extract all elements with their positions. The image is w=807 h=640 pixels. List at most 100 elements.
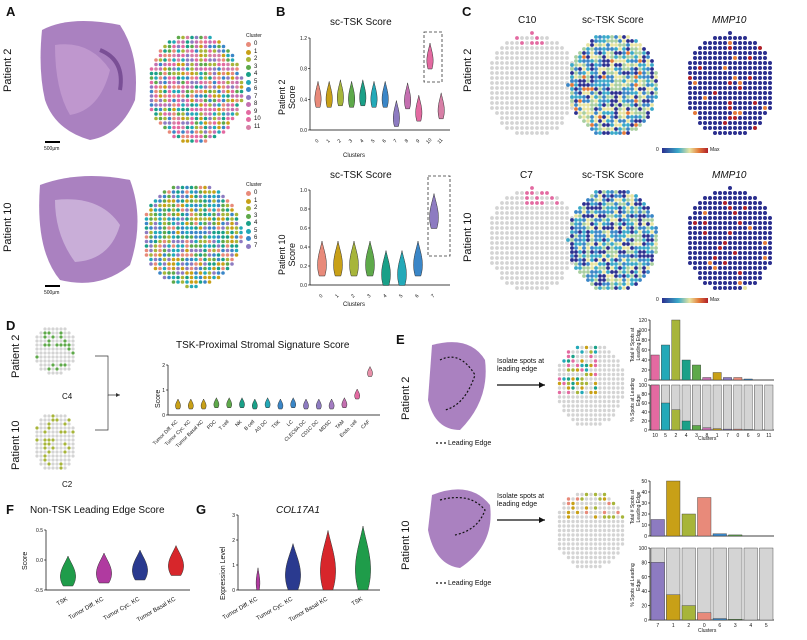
spot <box>733 226 737 230</box>
bracket-bottom <box>95 395 109 431</box>
spot <box>525 66 529 70</box>
spot <box>586 210 590 214</box>
spot <box>713 66 717 70</box>
spot <box>570 254 574 258</box>
spot <box>650 103 654 107</box>
d-xtick: TAM <box>334 419 345 430</box>
spot <box>589 408 593 413</box>
spot <box>582 246 586 250</box>
y-tick-label: 20 <box>641 604 647 610</box>
spot <box>580 381 584 386</box>
spot <box>500 231 504 235</box>
spot <box>500 71 504 75</box>
spot <box>203 199 207 203</box>
spot <box>221 244 225 248</box>
spot <box>688 226 692 230</box>
spot <box>748 86 752 90</box>
spot <box>560 201 564 205</box>
spot <box>698 51 702 55</box>
spot <box>212 94 217 98</box>
legend-swatch <box>246 94 251 100</box>
bar-xtick: 6 <box>718 623 721 629</box>
spot <box>758 121 762 125</box>
spot <box>584 533 589 537</box>
spot <box>221 121 226 125</box>
spot <box>550 81 554 85</box>
spot <box>59 363 63 367</box>
spot <box>693 221 697 225</box>
spot <box>63 367 67 371</box>
spot <box>176 116 181 121</box>
spot <box>185 130 190 134</box>
spot <box>728 41 732 45</box>
spot <box>158 107 163 112</box>
spot <box>718 126 722 130</box>
spot <box>555 206 559 210</box>
spot <box>203 35 208 40</box>
spot <box>570 71 574 75</box>
spot <box>500 276 504 280</box>
bar-xtick: 2 <box>687 623 690 629</box>
spot <box>167 40 172 44</box>
spot <box>185 103 190 107</box>
spot <box>540 121 544 125</box>
spot <box>167 203 171 208</box>
spot <box>607 363 611 368</box>
spot <box>225 221 230 226</box>
spot <box>490 261 494 265</box>
spot <box>515 256 519 260</box>
spot <box>688 86 692 90</box>
spot <box>748 121 752 125</box>
spot <box>560 106 564 110</box>
spot <box>535 211 539 215</box>
spot <box>594 59 598 63</box>
spot <box>618 206 622 210</box>
spot <box>602 115 606 119</box>
spot <box>718 66 722 70</box>
spot <box>602 282 606 286</box>
spot <box>733 36 737 40</box>
spot <box>199 107 203 112</box>
legend-label: 0 <box>254 41 258 47</box>
spot <box>540 101 544 105</box>
spot <box>515 246 519 250</box>
spot <box>584 551 589 555</box>
spot <box>733 96 737 100</box>
cbar-max-top: Max <box>710 147 720 153</box>
legend-swatch <box>246 117 251 123</box>
spot <box>606 282 610 286</box>
spot <box>610 35 614 39</box>
spot <box>622 119 626 123</box>
spot <box>713 91 717 95</box>
spot <box>598 560 602 564</box>
spot <box>158 244 162 248</box>
spot <box>172 62 176 67</box>
spot <box>162 248 167 253</box>
spot <box>578 250 582 254</box>
spot <box>535 121 539 125</box>
spot <box>743 261 747 265</box>
spot <box>162 212 167 217</box>
spot <box>221 130 226 134</box>
spot <box>590 87 594 91</box>
spot <box>47 355 51 359</box>
spot <box>688 236 692 240</box>
spot <box>582 254 586 258</box>
spot <box>618 131 622 135</box>
spot <box>650 242 654 246</box>
spot <box>582 230 586 234</box>
spot <box>606 43 610 47</box>
spot <box>555 276 559 280</box>
spot <box>630 266 634 270</box>
spot <box>708 196 712 200</box>
spot <box>510 266 514 270</box>
spot <box>634 222 638 226</box>
spot <box>578 99 582 103</box>
spot <box>185 67 190 71</box>
spot <box>693 101 697 105</box>
spot <box>185 62 190 67</box>
spot <box>748 46 752 50</box>
legend-item: 10 <box>246 116 261 124</box>
spot <box>158 194 162 199</box>
spot <box>598 262 602 266</box>
